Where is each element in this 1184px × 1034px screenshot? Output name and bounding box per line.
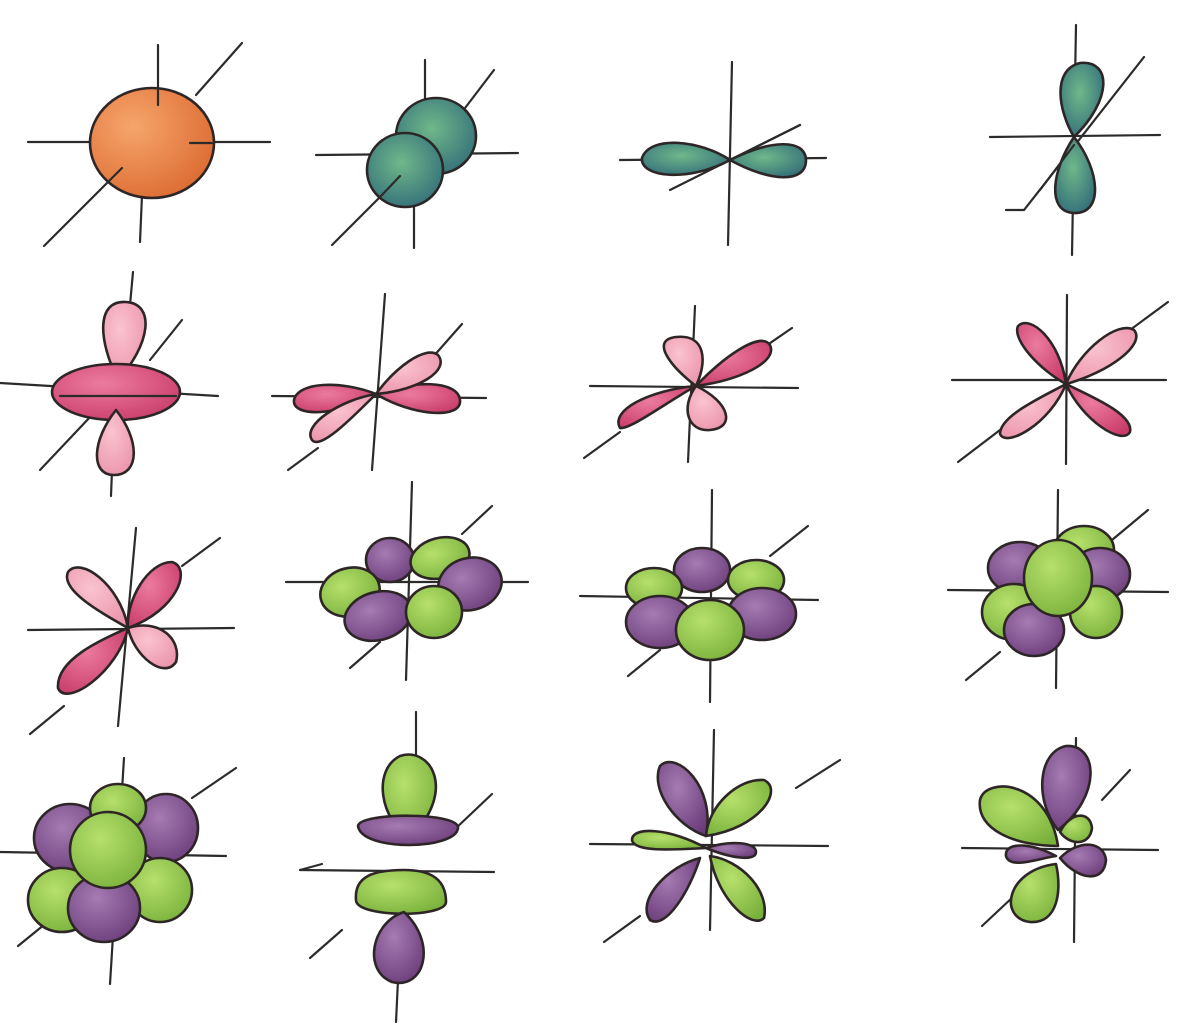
orbital-f-7 bbox=[962, 738, 1158, 942]
lobe-f-6 bbox=[710, 856, 765, 921]
lobe-fz3-ring-bottom bbox=[356, 870, 446, 914]
orbital-f-cube bbox=[0, 758, 236, 984]
lobe-p-bottom bbox=[1055, 137, 1095, 213]
lobe-d-lower-right bbox=[1066, 384, 1130, 436]
orbital-f-2 bbox=[580, 490, 818, 702]
orbital-p-vertical bbox=[990, 25, 1160, 255]
lobe-f-3 bbox=[632, 831, 706, 850]
lobe-d-upper-right bbox=[696, 341, 771, 386]
lobe-d-upper-right bbox=[1066, 328, 1136, 384]
lobe-p-front bbox=[367, 133, 443, 207]
lobe-f-7 bbox=[1024, 540, 1092, 616]
lobe-d-lower-left bbox=[1000, 384, 1066, 438]
lobe-p-left bbox=[642, 143, 730, 175]
lobe-d-upper-left bbox=[1017, 323, 1066, 384]
lobe-p-top bbox=[1061, 63, 1104, 137]
orbital-dz2 bbox=[0, 272, 218, 496]
lobe-f-6 bbox=[406, 586, 462, 638]
lobe-f-2 bbox=[706, 780, 771, 836]
orbital-d-xz bbox=[584, 306, 798, 462]
orbital-s bbox=[28, 43, 270, 246]
lobe-d-lower-left bbox=[618, 386, 696, 428]
orbital-fz3 bbox=[300, 712, 494, 1022]
orbital-f-3 bbox=[948, 490, 1168, 688]
orbital-f-6 bbox=[590, 730, 840, 942]
lobe-f-5 bbox=[647, 858, 700, 922]
lobe-f-6 bbox=[676, 600, 744, 660]
orbital-p-horizontal bbox=[620, 62, 826, 245]
lobe-d-lower-left bbox=[58, 628, 128, 694]
lobe-f-6 bbox=[1011, 864, 1058, 922]
orbital-p-diagonal bbox=[316, 60, 518, 248]
lobe-fz3-bottom bbox=[374, 912, 424, 983]
orbital-d-yz bbox=[28, 528, 234, 734]
lobe-d-bottom bbox=[688, 386, 727, 430]
lobe-fz3-ring-top bbox=[358, 816, 458, 845]
lobe-d-lower-right bbox=[128, 626, 177, 669]
lobe-p-right bbox=[730, 144, 806, 177]
lobe-f-1 bbox=[658, 762, 708, 836]
lobe-d-upper-left bbox=[67, 567, 128, 628]
orbital-d-x2y2 bbox=[952, 295, 1168, 464]
orbital-f-1 bbox=[286, 482, 528, 680]
lobe-f-7 bbox=[70, 812, 146, 888]
orbital-d-xy bbox=[272, 294, 486, 470]
lobe-d-top bbox=[664, 337, 703, 386]
lobe-d-upper-right bbox=[128, 562, 181, 628]
